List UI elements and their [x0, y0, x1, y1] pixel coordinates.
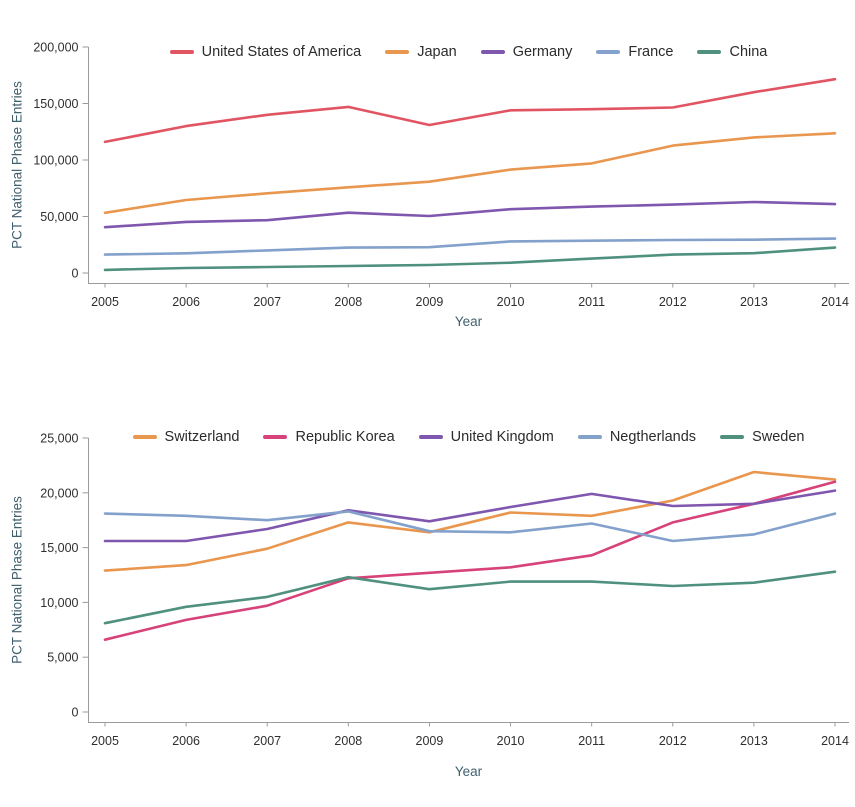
x-tick-label: 2006 [172, 734, 200, 748]
legend-item-united-states-of-america: United States of America [169, 44, 362, 60]
legend-swatch-icon [577, 435, 602, 439]
legend-item-sweden: Sweden [720, 429, 804, 445]
x-tick-label: 2013 [740, 734, 768, 748]
x-tick-label: 2005 [91, 734, 119, 748]
x-tick-label: 2006 [172, 295, 200, 309]
legend-item-germany: Germany [480, 44, 573, 60]
x-tick-label: 2013 [740, 295, 768, 309]
legend: Switzerland Republic Korea United Kingdom N… [88, 429, 849, 445]
x-axis-title: Year [454, 764, 483, 779]
legend-label: United States of America [201, 44, 362, 60]
series-line-germany [103, 200, 837, 229]
legend-swatch-icon [480, 50, 505, 54]
legend-label: United Kingdom [450, 429, 554, 445]
series-line-sweden [103, 570, 837, 625]
series-line-japan [103, 132, 837, 215]
x-tick-label: 2007 [253, 295, 281, 309]
legend-swatch-icon [263, 435, 288, 439]
legend-item-switzerland: Switzerland [132, 429, 240, 445]
y-tick-label: 150,000 [33, 97, 78, 111]
y-tick-label: 100,000 [33, 154, 78, 168]
x-tick-label: 2012 [659, 295, 687, 309]
y-tick-label: 200,000 [33, 41, 78, 55]
legend-item-china: China [697, 44, 767, 60]
x-tick-label: 2010 [497, 734, 525, 748]
x-tick-label: 2008 [334, 734, 362, 748]
series-line-united-kingdom [103, 489, 837, 543]
x-axis-title: Year [454, 314, 483, 329]
legend-item-france: France [596, 44, 673, 60]
y-tick-label: 50,000 [40, 210, 78, 224]
x-tick-label: 2014 [821, 734, 849, 748]
y-tick-label: 20,000 [40, 486, 78, 500]
series-line-france [103, 237, 837, 256]
x-tick-label: 2011 [578, 295, 605, 309]
y-tick-label: 10,000 [40, 596, 78, 610]
y-tick-label: 15,000 [40, 541, 78, 555]
legend-swatch-icon [418, 435, 443, 439]
legend-swatch-icon [385, 50, 410, 54]
series-line-china [103, 246, 837, 272]
x-tick-label: 2007 [253, 734, 281, 748]
y-tick-label: 0 [72, 267, 79, 281]
y-tick-label: 5,000 [47, 651, 78, 665]
y-tick-label: 0 [72, 706, 79, 720]
y-axis-title: PCT National Phase Entries [9, 81, 25, 249]
legend-swatch-icon [169, 50, 194, 54]
series-line-united-states-of-america [103, 77, 837, 144]
y-axis-title: PCT National Phase Entries [9, 496, 25, 664]
x-tick-label: 2005 [91, 295, 119, 309]
legend-label: Germany [512, 44, 573, 60]
legend-label: Sweden [752, 429, 805, 445]
x-tick-label: 2009 [416, 295, 444, 309]
legend-swatch-icon [132, 435, 157, 439]
legend-item-negtherlands: Negtherlands [577, 429, 697, 445]
legend-item-japan: Japan [385, 44, 457, 60]
legend-label: Switzerland [164, 429, 240, 445]
legend-swatch-icon [697, 50, 722, 54]
series-line-republic-korea [103, 480, 837, 642]
legend-label: China [729, 44, 768, 60]
series-line-switzerland [103, 470, 837, 572]
axis-line [88, 47, 849, 284]
legend-swatch-icon [720, 435, 745, 439]
x-tick-label: 2010 [497, 295, 525, 309]
x-tick-label: 2012 [659, 734, 687, 748]
x-tick-label: 2009 [416, 734, 444, 748]
x-tick-label: 2008 [334, 295, 362, 309]
x-tick-label: 2011 [578, 734, 605, 748]
legend: United States of America Japan Germany Fran… [88, 44, 849, 60]
legend-label: Japan [417, 44, 457, 60]
axis-line [88, 438, 849, 723]
legend-swatch-icon [596, 50, 621, 54]
legend-label: France [628, 44, 674, 60]
y-tick-label: 25,000 [40, 432, 78, 446]
legend-label: Republic Korea [295, 429, 395, 445]
legend-label: Negtherlands [609, 429, 697, 445]
legend-item-united-kingdom: United Kingdom [418, 429, 554, 445]
legend-item-republic-korea: Republic Korea [263, 429, 395, 445]
series-line-negtherlands [103, 510, 837, 543]
x-tick-label: 2014 [821, 295, 849, 309]
